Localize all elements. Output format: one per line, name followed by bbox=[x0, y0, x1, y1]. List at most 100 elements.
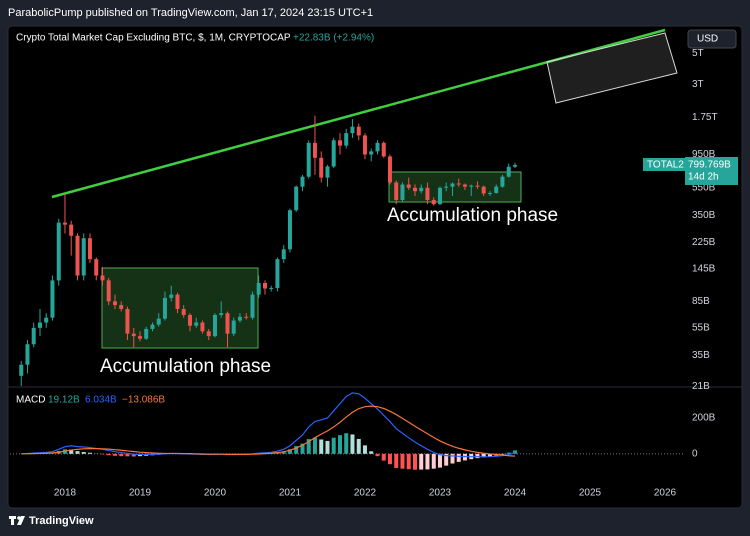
histogram-bar bbox=[325, 440, 330, 454]
histogram-bar bbox=[406, 453, 411, 470]
candle-body bbox=[181, 308, 186, 315]
candle-body bbox=[494, 186, 499, 193]
x-tick-label: 2022 bbox=[354, 488, 377, 499]
candle-body bbox=[475, 185, 480, 187]
histogram-bar bbox=[362, 445, 367, 454]
accumulation-box bbox=[101, 267, 259, 349]
symbol-tag bbox=[643, 157, 685, 171]
candle-body bbox=[406, 184, 411, 188]
candle-body bbox=[462, 184, 467, 187]
candle-body bbox=[331, 140, 336, 167]
symbol-label: TOTAL2 bbox=[647, 160, 684, 171]
candle-body bbox=[231, 320, 236, 334]
publish-header: ParabolicPump published on TradingView.c… bbox=[8, 7, 373, 19]
histogram-bar bbox=[356, 438, 361, 454]
histogram-bar bbox=[506, 452, 511, 454]
y-tick-label: 85B bbox=[692, 296, 710, 307]
candle-body bbox=[137, 336, 142, 339]
candle-body bbox=[356, 126, 361, 136]
candle-body bbox=[144, 328, 149, 339]
macd-title: MACD bbox=[16, 395, 45, 406]
histogram-bar bbox=[381, 453, 386, 461]
candle-body bbox=[56, 222, 61, 281]
candle-body bbox=[62, 222, 67, 225]
projection-box bbox=[546, 32, 678, 104]
y-tick-label: 225B bbox=[692, 237, 716, 248]
candle-body bbox=[100, 275, 105, 281]
histogram-bar bbox=[319, 439, 324, 454]
candle-body bbox=[287, 210, 292, 250]
candle-body bbox=[75, 235, 80, 276]
histogram-bar bbox=[281, 451, 286, 454]
currency-label[interactable]: USD bbox=[697, 34, 718, 45]
candle-body bbox=[506, 166, 511, 177]
histogram-bar bbox=[400, 453, 405, 469]
histogram-bar bbox=[106, 453, 111, 456]
candle-body bbox=[381, 142, 386, 157]
candle-body bbox=[150, 324, 155, 329]
histogram-bar bbox=[488, 453, 492, 457]
candle-body bbox=[50, 280, 55, 318]
candle-body bbox=[387, 156, 392, 183]
candle-body bbox=[269, 287, 274, 289]
currency-button[interactable]: USD bbox=[687, 29, 737, 49]
candle-body bbox=[106, 280, 111, 302]
candle-body bbox=[425, 187, 430, 200]
y-tick-label: 950B bbox=[692, 149, 716, 160]
histogram-bar bbox=[331, 437, 336, 454]
annotation: Accumulation phase bbox=[100, 356, 271, 377]
legend-value: 19.12B bbox=[48, 395, 80, 406]
y-tick-label: 1.75T bbox=[692, 112, 718, 123]
histogram-bar bbox=[100, 453, 105, 455]
candle-body bbox=[81, 238, 86, 276]
candle-body bbox=[394, 182, 399, 200]
y-tick-label: 21B bbox=[692, 381, 710, 392]
histogram-bar bbox=[475, 453, 480, 459]
histogram-bar bbox=[306, 439, 311, 454]
brand: TradingView bbox=[29, 515, 94, 527]
histogram-bar bbox=[387, 453, 392, 465]
logo-part bbox=[11, 516, 14, 525]
y-tick-label: 35B bbox=[692, 350, 710, 361]
x-tick-label: 2025 bbox=[579, 488, 602, 499]
candle-body bbox=[225, 313, 230, 334]
histogram-bar bbox=[394, 453, 399, 468]
y2-tick-label: 200B bbox=[692, 413, 716, 424]
candle-body bbox=[500, 176, 505, 187]
candle-body bbox=[113, 301, 117, 306]
x-tick-label: 2024 bbox=[504, 488, 527, 499]
currency-button-bg[interactable] bbox=[687, 29, 737, 49]
x-tick-label: 2020 bbox=[204, 488, 227, 499]
y-tick-label: 5T bbox=[692, 48, 704, 59]
histogram-bar bbox=[444, 453, 449, 466]
candle-body bbox=[306, 142, 311, 177]
x-tick-label: 2023 bbox=[429, 488, 452, 499]
candle-body bbox=[125, 308, 130, 334]
histogram-bar bbox=[481, 453, 486, 458]
chart-panel bbox=[7, 25, 743, 509]
candle-body bbox=[338, 140, 342, 146]
histogram-bar bbox=[131, 453, 136, 457]
candle-body bbox=[219, 313, 224, 315]
candle-body bbox=[131, 333, 136, 337]
candle-body bbox=[244, 316, 249, 318]
histogram-bar bbox=[350, 434, 355, 454]
price-pane bbox=[19, 28, 678, 386]
candle-body bbox=[444, 186, 449, 188]
logo-part bbox=[17, 516, 25, 525]
histogram-bar bbox=[119, 453, 124, 457]
candle-body bbox=[375, 142, 380, 152]
candle-body bbox=[456, 183, 461, 185]
histogram-bar bbox=[413, 453, 417, 470]
histogram-bar bbox=[69, 449, 74, 454]
candle-body bbox=[369, 151, 374, 155]
candle-body bbox=[294, 186, 299, 211]
candle-body bbox=[212, 314, 217, 337]
candle-body bbox=[469, 185, 474, 187]
candle-body bbox=[325, 166, 330, 178]
macd-pane bbox=[10, 392, 685, 470]
change-label: +22.83B (+2.94%) bbox=[293, 33, 374, 44]
candle-body bbox=[194, 322, 199, 326]
candle-body bbox=[488, 192, 492, 194]
histogram-bar bbox=[300, 443, 305, 454]
